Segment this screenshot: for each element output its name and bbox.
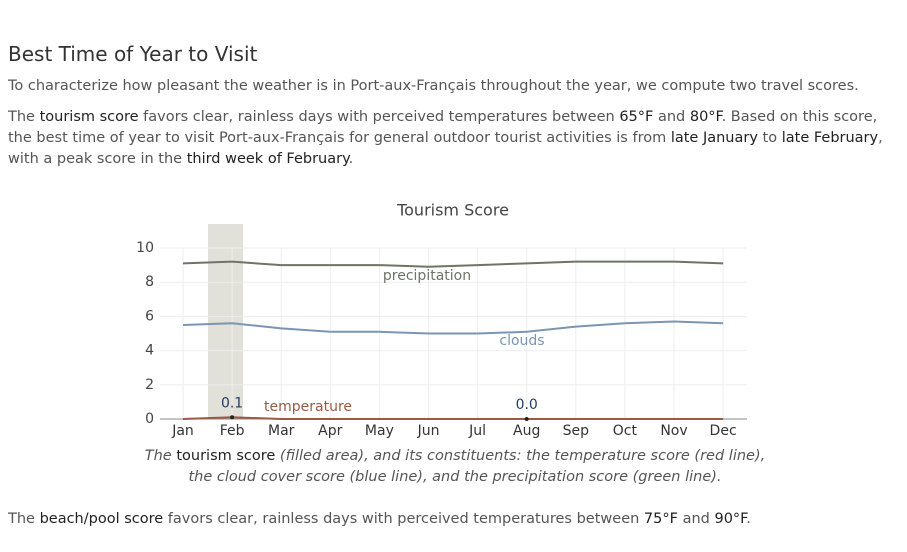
- heading: Best Time of Year to Visit: [8, 42, 258, 66]
- x-tick-label: Feb: [220, 423, 245, 439]
- point-marker: [230, 415, 235, 420]
- y-tick-label: 6: [145, 308, 154, 324]
- tourism-paragraph: The tourism score favors clear, rainless…: [8, 107, 893, 170]
- text: and: [653, 109, 690, 125]
- emphasis: 75°F: [643, 511, 678, 527]
- text: and: [677, 511, 715, 527]
- text: The: [8, 511, 40, 527]
- x-tick-label: Mar: [268, 423, 295, 439]
- text: The: [144, 448, 177, 464]
- text: favors clear, rainless days with perceiv…: [138, 109, 620, 125]
- text: . Based on this score, the best time of …: [8, 109, 878, 146]
- text: (filled area), and its constituents: the…: [188, 448, 766, 485]
- point-marker: [524, 417, 529, 421]
- x-tick-label: Jan: [171, 423, 194, 439]
- series-label: precipitation: [383, 268, 471, 284]
- series-line: [182, 416, 724, 420]
- series-line: [182, 320, 724, 335]
- best-period-band: [208, 224, 243, 419]
- x-tick-label: Dec: [710, 423, 737, 439]
- chart: Tourism Score 0 2 4 6 8 10 Jan Feb Mar Apr May Jun J…: [136, 201, 747, 439]
- beach-paragraph: The beach/pool score favors clear, rainl…: [8, 509, 898, 530]
- emphasis: late February: [781, 130, 879, 146]
- x-tick-label: Aug: [513, 423, 540, 439]
- y-tick-label: 0: [145, 411, 154, 427]
- text: .: [746, 511, 751, 527]
- emphasis: 80°F: [689, 109, 722, 125]
- series-line: [182, 260, 724, 268]
- text: to: [757, 130, 782, 146]
- emphasis: tourism score: [39, 109, 139, 125]
- emphasis: tourism score: [176, 448, 276, 464]
- text: favors clear, rainless days with perceiv…: [163, 511, 644, 527]
- chart-title: Tourism Score: [396, 201, 509, 220]
- x-tick-label: Jul: [468, 423, 486, 439]
- y-tick-label: 10: [136, 240, 154, 256]
- text: The: [8, 109, 40, 125]
- y-tick-label: 4: [145, 343, 154, 359]
- point-value-label: 0.0: [516, 397, 538, 413]
- caption: The tourism score (filled area), and its…: [140, 446, 770, 488]
- y-tick-label: 2: [145, 377, 154, 393]
- text: , with a peak score in the: [8, 130, 883, 167]
- y-tick-label: 8: [145, 274, 154, 290]
- x-tick-label: Sep: [563, 423, 590, 439]
- emphasis: late January: [670, 130, 758, 146]
- emphasis: beach/pool score: [39, 511, 164, 527]
- x-tick-label: May: [365, 423, 394, 439]
- emphasis: third week of February: [186, 151, 349, 167]
- point-value-label: 0.1: [221, 395, 243, 411]
- x-tick-label: Oct: [613, 423, 638, 439]
- series-label: temperature: [264, 399, 352, 415]
- emphasis: 65°F: [619, 109, 654, 125]
- emphasis: 90°F: [714, 511, 747, 527]
- x-tick-label: Jun: [417, 423, 440, 439]
- intro: To characterize how pleasant the weather…: [8, 78, 859, 94]
- x-tick-label: Nov: [660, 423, 687, 439]
- text: .: [348, 151, 354, 167]
- x-tick-label: Apr: [318, 423, 342, 439]
- series-label: clouds: [499, 333, 544, 349]
